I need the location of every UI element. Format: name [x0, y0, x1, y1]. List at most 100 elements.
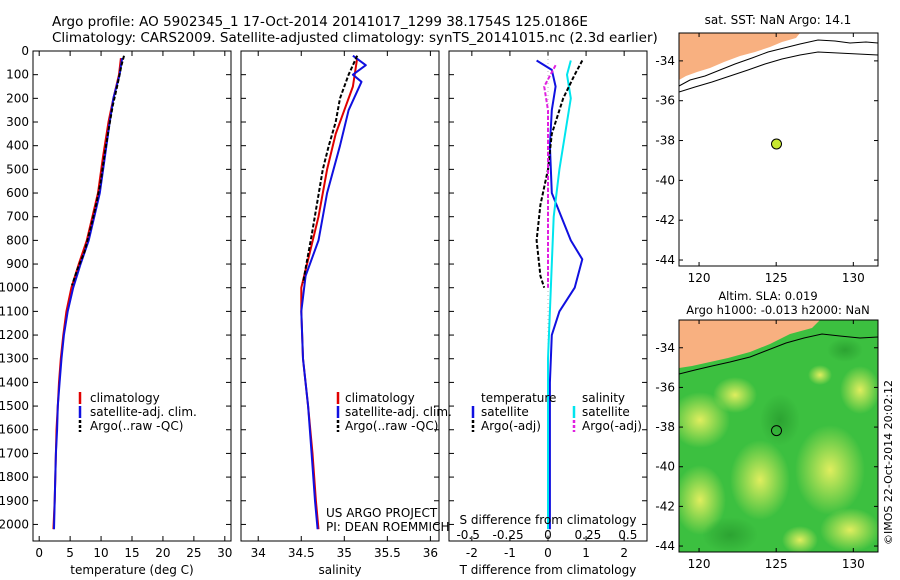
- map-y-tick-label: -42: [655, 499, 675, 513]
- y-tick-label: 1600: [0, 423, 29, 437]
- x2-tick-label: -0.5: [456, 528, 479, 542]
- credit-text: US ARGO PROJECT: [326, 506, 438, 520]
- series-line-s-argo-adj: [543, 64, 557, 288]
- y-tick-label: 700: [6, 210, 29, 224]
- y-tick-label: 300: [6, 115, 29, 129]
- map-y-tick-label: -36: [655, 94, 675, 108]
- sst-map-title: sat. SST: NaN Argo: 14.1: [705, 13, 852, 27]
- x-tick-label: -2: [466, 546, 478, 560]
- temperature-panel-frame: [32, 50, 232, 542]
- sla-map-axes: 120 125 130 -34 -36 -38 -40 -42 -44: [655, 320, 878, 571]
- x-tick-label: 5: [66, 546, 74, 560]
- map-y-tick-label: -34: [655, 341, 675, 355]
- map-x-tick-label: 120: [688, 271, 711, 285]
- series-line-t-satellite: [536, 59, 584, 530]
- x-tick-label: -1: [504, 546, 516, 560]
- title-line-1: Argo profile: AO 5902345_1 17-Oct-2014 2…: [52, 14, 588, 30]
- series-line-satellite-adj-clim: [300, 54, 367, 530]
- legend-satellite-label: satellite-adj. clim.: [90, 405, 197, 419]
- sst-map-axes: 120 125 130 -34 -36 -38 -40 -42 -44: [655, 33, 878, 285]
- legend-s-satellite-label: satellite: [582, 405, 630, 419]
- y-tick-label: 1800: [0, 470, 29, 484]
- sst-map-frame: [678, 32, 879, 267]
- map-y-tick-label: -38: [655, 420, 675, 434]
- legend-salinity-title: salinity: [582, 391, 625, 405]
- map-y-tick-label: -38: [655, 134, 675, 148]
- x-tick-label: 34: [251, 546, 266, 560]
- series-line-s-satellite: [547, 60, 572, 530]
- isobath-line: [679, 333, 878, 375]
- y-tick-label: 1400: [0, 375, 29, 389]
- salinity-xlabel: salinity: [318, 563, 361, 577]
- x2-tick-label: 0.5: [618, 528, 637, 542]
- y-tick-label: 1700: [0, 446, 29, 460]
- y-tick-label: 400: [6, 139, 29, 153]
- salinity-panel-frame: [240, 50, 440, 542]
- x-tick-label: 10: [93, 546, 108, 560]
- legend-temperature-title: temperature: [481, 391, 556, 405]
- y-tick-label: 1500: [0, 399, 29, 413]
- land-mass: [679, 320, 820, 368]
- temperature-xlabel: temperature (deg C): [70, 563, 193, 577]
- y-tick-label: 1100: [0, 304, 29, 318]
- isobath-line: [679, 39, 878, 87]
- x-tick-label: 15: [124, 546, 139, 560]
- map-y-tick-label: -42: [655, 213, 675, 227]
- legend-climatology-label: climatology: [345, 391, 415, 405]
- salinity-panel: 34 34.5 35 35.5 36: [241, 50, 439, 560]
- y-tick-label: 100: [6, 68, 29, 82]
- map-x-tick-label: 130: [842, 271, 865, 285]
- y-tick-label: 2000: [0, 517, 29, 531]
- sla-map-title: Altim. SLA: 0.019: [718, 289, 817, 303]
- temperature-panel: 0 5 10 15 20 25 300100200300400500600700800900…: [0, 44, 232, 560]
- legend-climatology-label: climatology: [90, 391, 160, 405]
- sst-map-background: [679, 33, 878, 266]
- series-line-climatology: [52, 57, 122, 530]
- x-tick-label: 2: [620, 546, 628, 560]
- map-x-tick-label: 120: [688, 557, 711, 571]
- sla-map: Altim. SLA: 0.019 Argo h1000: -0.013 h20…: [655, 289, 879, 571]
- x-tick-label: 35: [337, 546, 352, 560]
- imos-watermark: ©IMOS 22-Oct-2014 20:02:12: [882, 380, 895, 545]
- x2-tick-label: -0.25: [493, 528, 524, 542]
- x-tick-label: 34.5: [288, 546, 315, 560]
- sst-map: sat. SST: NaN Argo: 14.1 120 125 130 -34 -36…: [655, 13, 879, 285]
- series-line-climatology: [300, 57, 359, 530]
- map-y-tick-label: -40: [655, 173, 675, 187]
- x-tick-label: 0: [35, 546, 43, 560]
- x-tick-label: 0: [544, 546, 552, 560]
- y-tick-label: 1300: [0, 352, 29, 366]
- argo-float-marker: [771, 425, 782, 437]
- legend-t-argo-label: Argo(-adj): [481, 419, 541, 433]
- series-line-argo-raw-qc: [71, 55, 125, 286]
- y-tick-label: 0: [21, 44, 29, 58]
- map-y-tick-label: -34: [655, 54, 675, 68]
- difference-legend: temperature salinity satellite Argo(-adj…: [471, 391, 642, 433]
- difference-x2label: S difference from climatology: [460, 513, 637, 527]
- y-tick-label: 1900: [0, 494, 29, 508]
- series-line-t-argo-adj: [535, 60, 584, 289]
- legend-s-argo-label: Argo(-adj): [582, 419, 642, 433]
- x-tick-label: 35.5: [374, 546, 401, 560]
- sla-map-frame: [678, 319, 879, 553]
- y-tick-label: 500: [6, 162, 29, 176]
- map-y-tick-label: -44: [655, 539, 675, 553]
- sla-field: [679, 320, 878, 552]
- x-tick-label: 20: [155, 546, 170, 560]
- sla-map-subtitle: Argo h1000: -0.013 h2000: NaN: [686, 303, 870, 317]
- legend-argo-label: Argo(..raw -QC): [345, 419, 438, 433]
- temperature-legend: climatology satellite-adj. clim. Argo(..…: [78, 391, 197, 433]
- y-tick-label: 1000: [0, 281, 29, 295]
- x-tick-label: 30: [217, 546, 232, 560]
- legend-satellite-label: satellite-adj. clim.: [345, 405, 452, 419]
- difference-xlabel: T difference from climatology: [459, 563, 637, 577]
- land-mass: [679, 33, 800, 80]
- x2-tick-label: 0.25: [575, 528, 602, 542]
- isobath-line: [679, 51, 878, 93]
- series-line-argo-raw-qc: [302, 55, 359, 284]
- map-x-tick-label: 130: [842, 557, 865, 571]
- y-tick-label: 900: [6, 257, 29, 271]
- x-tick-label: 1: [582, 546, 590, 560]
- y-tick-label: 1200: [0, 328, 29, 342]
